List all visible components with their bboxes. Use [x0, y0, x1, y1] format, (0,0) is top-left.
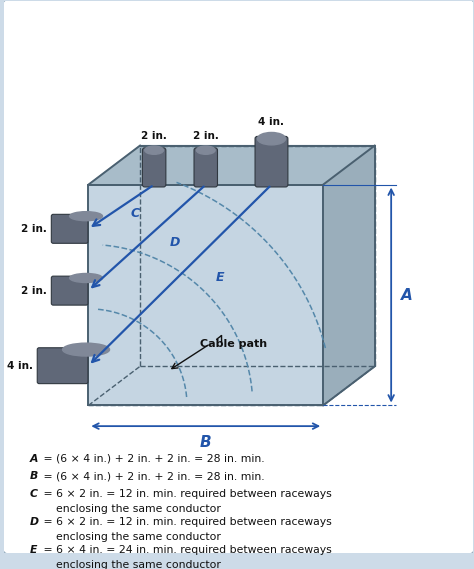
FancyBboxPatch shape: [142, 148, 166, 187]
Text: B: B: [200, 435, 211, 450]
FancyBboxPatch shape: [51, 276, 88, 305]
Text: C: C: [131, 207, 140, 220]
Ellipse shape: [196, 146, 215, 154]
FancyBboxPatch shape: [194, 148, 218, 187]
Text: E: E: [216, 271, 224, 284]
Text: 4 in.: 4 in.: [258, 117, 284, 127]
Text: C: C: [30, 489, 38, 498]
Text: B: B: [30, 471, 38, 481]
Text: 2 in.: 2 in.: [21, 224, 47, 234]
Text: 2 in.: 2 in.: [141, 130, 167, 141]
Text: enclosing the same conductor: enclosing the same conductor: [55, 504, 220, 514]
Text: enclosing the same conductor: enclosing the same conductor: [55, 560, 220, 569]
Ellipse shape: [257, 133, 285, 145]
Ellipse shape: [145, 146, 164, 154]
Text: 2 in.: 2 in.: [193, 130, 219, 141]
Text: D: D: [30, 517, 39, 527]
Text: enclosing the same conductor: enclosing the same conductor: [55, 532, 220, 542]
Text: = 6 × 2 in. = 12 in. min. required between raceways: = 6 × 2 in. = 12 in. min. required betwe…: [40, 489, 332, 498]
Text: 4 in.: 4 in.: [7, 361, 33, 370]
Text: E: E: [30, 545, 37, 555]
Text: = (6 × 4 in.) + 2 in. + 2 in. = 28 in. min.: = (6 × 4 in.) + 2 in. + 2 in. = 28 in. m…: [40, 453, 264, 464]
Text: = 6 × 2 in. = 12 in. min. required between raceways: = 6 × 2 in. = 12 in. min. required betwe…: [40, 517, 332, 527]
Polygon shape: [323, 146, 375, 406]
Text: A: A: [30, 453, 38, 464]
FancyBboxPatch shape: [255, 137, 288, 187]
Ellipse shape: [63, 343, 109, 356]
Text: 2 in.: 2 in.: [21, 286, 47, 296]
FancyBboxPatch shape: [37, 348, 88, 384]
Polygon shape: [89, 146, 375, 185]
Text: D: D: [170, 236, 181, 249]
Polygon shape: [89, 185, 323, 406]
Text: A: A: [401, 287, 412, 303]
Text: Cable path: Cable path: [201, 339, 267, 349]
Text: = (6 × 4 in.) + 2 in. + 2 in. = 28 in. min.: = (6 × 4 in.) + 2 in. + 2 in. = 28 in. m…: [40, 471, 264, 481]
Text: = 6 × 4 in. = 24 in. min. required between raceways: = 6 × 4 in. = 24 in. min. required betwe…: [40, 545, 332, 555]
Ellipse shape: [70, 274, 102, 282]
FancyBboxPatch shape: [1, 0, 474, 555]
Ellipse shape: [70, 212, 102, 221]
FancyBboxPatch shape: [51, 215, 88, 244]
